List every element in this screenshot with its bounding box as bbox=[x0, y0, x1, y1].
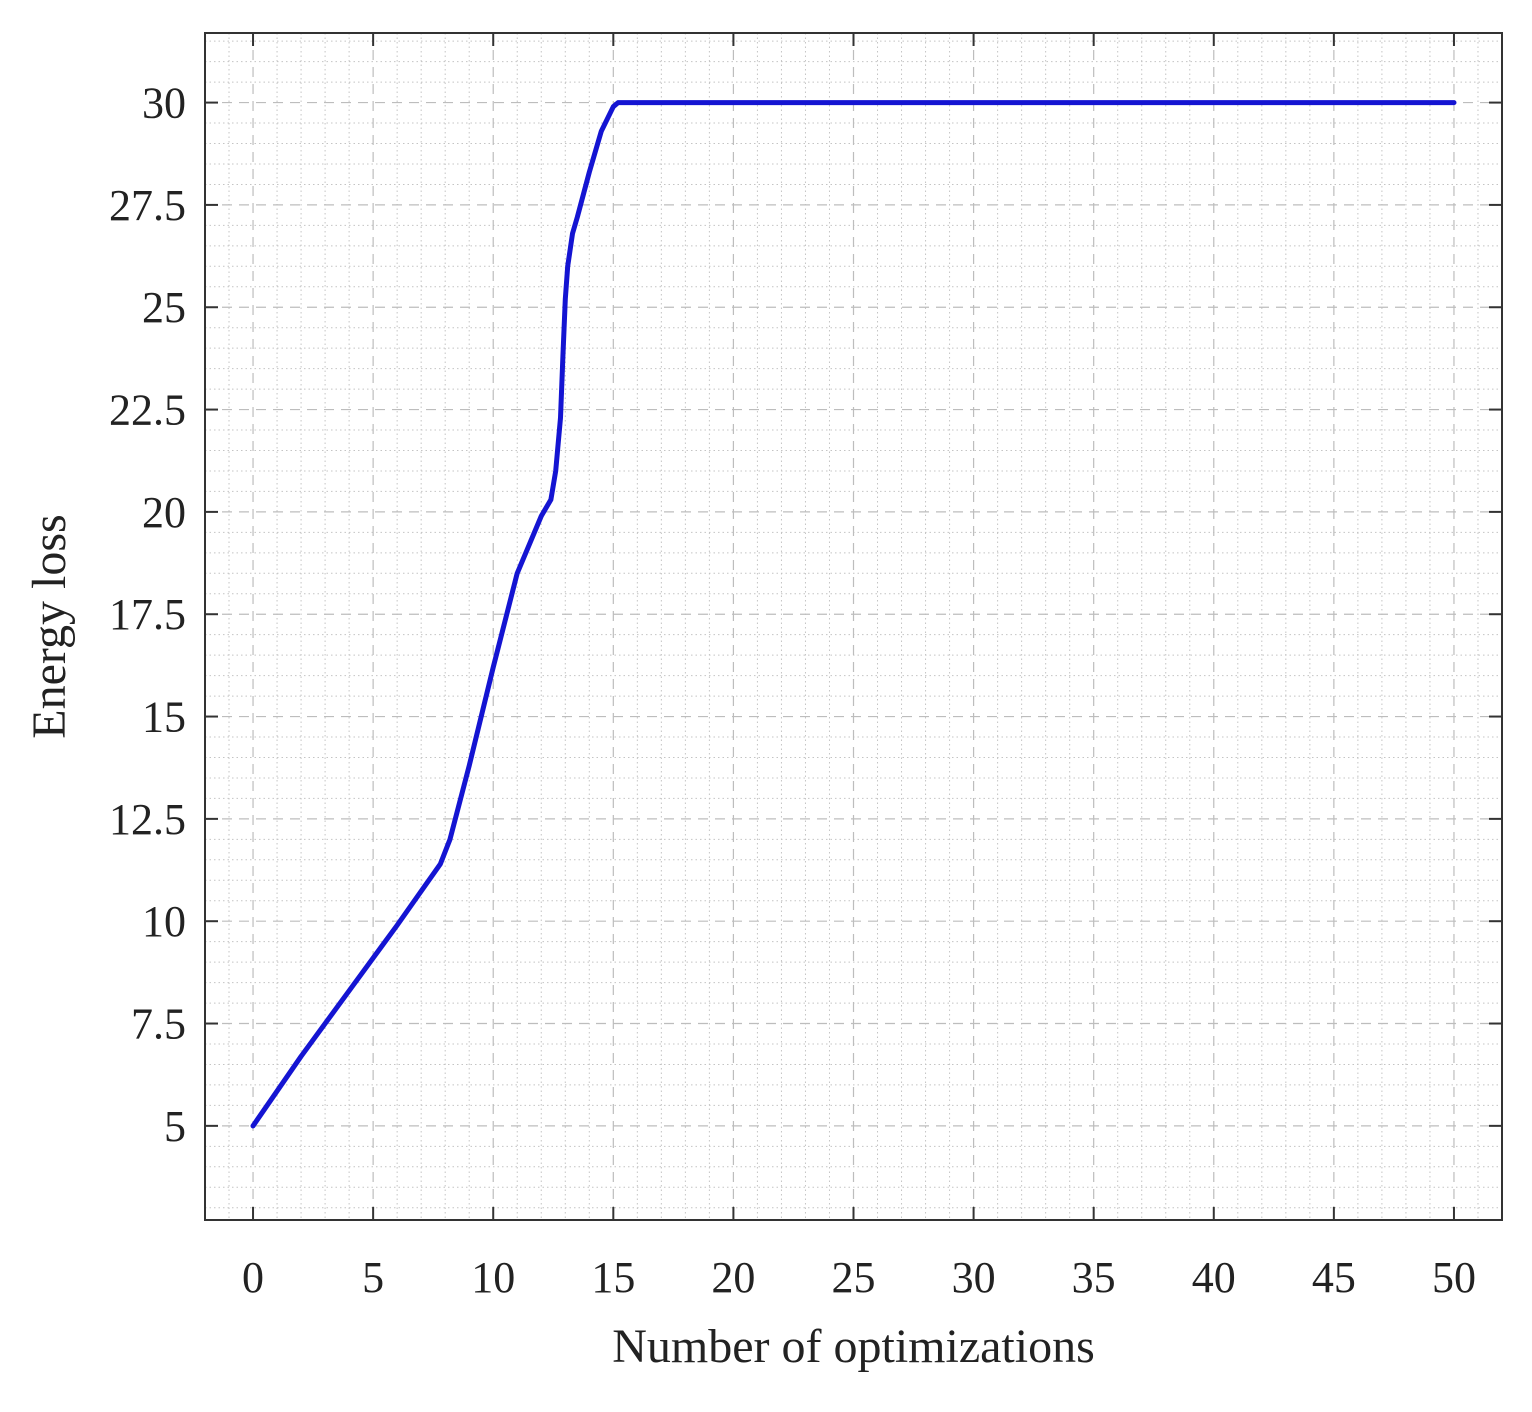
series-line bbox=[250, 100, 1457, 1129]
x-tick-label: 20 bbox=[711, 1253, 755, 1302]
x-tick-label: 50 bbox=[1432, 1253, 1476, 1302]
axis-ticks bbox=[205, 33, 1502, 1220]
x-tick-label: 30 bbox=[952, 1253, 996, 1302]
y-tick-label: 12.5 bbox=[109, 795, 186, 844]
x-tick-label: 10 bbox=[471, 1253, 515, 1302]
x-tick-label: 15 bbox=[591, 1253, 635, 1302]
x-tick-label: 0 bbox=[242, 1253, 264, 1302]
x-tick-label: 40 bbox=[1192, 1253, 1236, 1302]
y-tick-label: 10 bbox=[142, 897, 186, 946]
x-tick-label: 25 bbox=[832, 1253, 876, 1302]
x-tick-label: 45 bbox=[1312, 1253, 1356, 1302]
x-tick-label: 5 bbox=[362, 1253, 384, 1302]
x-axis-label: Number of optimizations bbox=[612, 1320, 1095, 1373]
x-tick-labels: 0 5 10 15 20 25 30 35 40 45 50 bbox=[242, 1253, 1476, 1302]
y-tick-label: 17.5 bbox=[109, 590, 186, 639]
y-tick-labels: 5 7.5 10 12.5 15 17.5 20 22.5 25 27.5 30 bbox=[109, 79, 186, 1151]
y-tick-label: 27.5 bbox=[109, 181, 186, 230]
y-tick-label: 5 bbox=[164, 1102, 186, 1151]
y-tick-label: 30 bbox=[142, 79, 186, 128]
x-tick-label: 35 bbox=[1072, 1253, 1116, 1302]
y-axis-label: Energy loss bbox=[23, 514, 76, 738]
y-tick-label: 25 bbox=[142, 283, 186, 332]
series-layer bbox=[250, 100, 1457, 1129]
y-tick-label: 7.5 bbox=[131, 1000, 186, 1049]
y-tick-label: 22.5 bbox=[109, 386, 186, 435]
y-tick-label: 20 bbox=[142, 488, 186, 537]
y-tick-label: 15 bbox=[142, 693, 186, 742]
